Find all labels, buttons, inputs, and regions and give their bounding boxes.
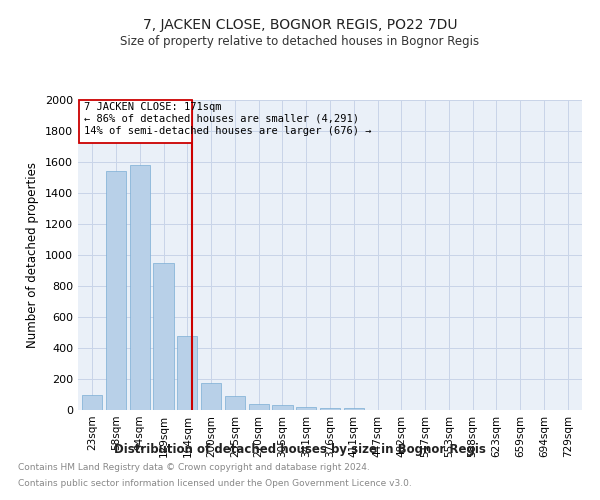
Text: Size of property relative to detached houses in Bognor Regis: Size of property relative to detached ho… bbox=[121, 35, 479, 48]
Bar bbox=[344, 408, 364, 410]
Bar bbox=[225, 396, 245, 410]
Text: Distribution of detached houses by size in Bognor Regis: Distribution of detached houses by size … bbox=[114, 442, 486, 456]
Text: 7 JACKEN CLOSE: 171sqm: 7 JACKEN CLOSE: 171sqm bbox=[84, 102, 221, 112]
Bar bbox=[130, 165, 150, 410]
Bar bbox=[177, 336, 197, 410]
Bar bbox=[320, 408, 340, 410]
FancyBboxPatch shape bbox=[79, 100, 192, 144]
Bar bbox=[296, 407, 316, 410]
Text: ← 86% of detached houses are smaller (4,291): ← 86% of detached houses are smaller (4,… bbox=[84, 114, 359, 124]
Text: Contains HM Land Registry data © Crown copyright and database right 2024.: Contains HM Land Registry data © Crown c… bbox=[18, 464, 370, 472]
Bar bbox=[154, 263, 173, 410]
Bar bbox=[106, 172, 126, 410]
Bar bbox=[82, 394, 103, 410]
Y-axis label: Number of detached properties: Number of detached properties bbox=[26, 162, 40, 348]
Text: 14% of semi-detached houses are larger (676) →: 14% of semi-detached houses are larger (… bbox=[84, 126, 371, 136]
Bar bbox=[248, 404, 269, 410]
Bar bbox=[272, 406, 293, 410]
Text: 7, JACKEN CLOSE, BOGNOR REGIS, PO22 7DU: 7, JACKEN CLOSE, BOGNOR REGIS, PO22 7DU bbox=[143, 18, 457, 32]
Text: Contains public sector information licensed under the Open Government Licence v3: Contains public sector information licen… bbox=[18, 478, 412, 488]
Bar bbox=[201, 383, 221, 410]
